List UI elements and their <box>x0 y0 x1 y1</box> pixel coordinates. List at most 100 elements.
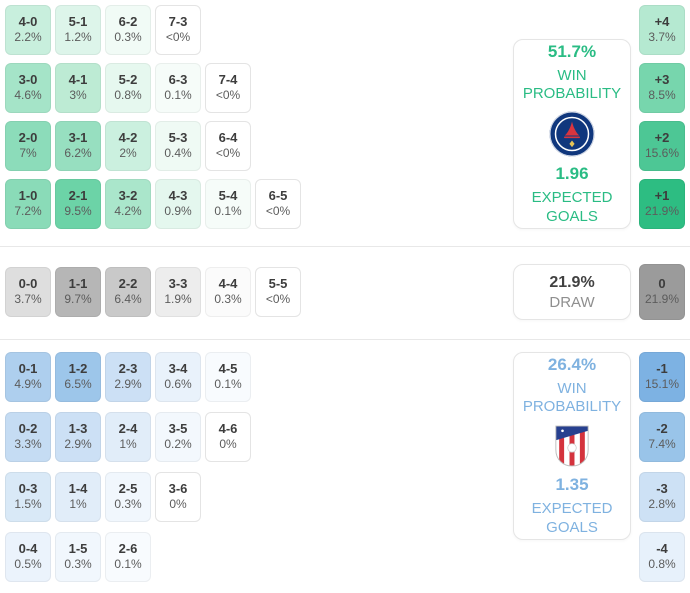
score-cell-5-3[interactable]: 5-3 0.4% <box>155 121 201 171</box>
score-cell-7-4[interactable]: 7-4 <0% <box>205 63 251 113</box>
score-cell-6-3[interactable]: 6-3 0.1% <box>155 63 201 113</box>
scoreline-label: 3-6 <box>168 481 188 497</box>
score-cell-1-3[interactable]: 1-3 2.9% <box>55 412 101 462</box>
score-cell-4-3[interactable]: 4-3 0.9% <box>155 179 201 229</box>
margin-cell--2[interactable]: -2 7.4% <box>639 412 685 462</box>
scoreline-label: 1-4 <box>68 481 88 497</box>
score-cell-1-1[interactable]: 1-1 9.7% <box>55 267 101 317</box>
score-cell-4-2[interactable]: 4-2 2% <box>105 121 151 171</box>
scoreline-label: 0-4 <box>18 541 38 557</box>
score-cell-2-4[interactable]: 2-4 1% <box>105 412 151 462</box>
scoreline-label: +3 <box>654 72 670 88</box>
score-cell-4-5[interactable]: 4-5 0.1% <box>205 352 251 402</box>
scoreline-label: 3-0 <box>18 72 38 88</box>
scoreline-label: 1-1 <box>68 276 88 292</box>
score-cell-2-1[interactable]: 2-1 9.5% <box>55 179 101 229</box>
score-cell-2-5[interactable]: 2-5 0.3% <box>105 472 151 522</box>
scoreline-label: 4-4 <box>218 276 238 292</box>
probability-label: 15.6% <box>644 146 680 161</box>
score-row: 0-1 4.9% 1-2 6.5% 2-3 2.9% 3-4 0.6% 4-5 0.1% <box>5 352 251 402</box>
probability-label: <0% <box>215 88 241 103</box>
score-row: 0-4 0.5% 1-5 0.3% 2-6 0.1% <box>5 532 251 582</box>
score-cell-3-1[interactable]: 3-1 6.2% <box>55 121 101 171</box>
away-goal-margin-column: -1 15.1% -2 7.4% -3 2.8% -4 0.8% <box>639 352 685 582</box>
scoreline-label: 5-5 <box>268 276 288 292</box>
scoreline-label: 2-2 <box>118 276 138 292</box>
draw-section: 0-0 3.7% 1-1 9.7% 2-2 6.4% 3-3 1.9% 4-4 0.3% 5-5 <0… <box>0 264 690 322</box>
score-cell-7-3[interactable]: 7-3 <0% <box>155 5 201 55</box>
probability-label: 1% <box>69 497 87 512</box>
score-cell-1-5[interactable]: 1-5 0.3% <box>55 532 101 582</box>
score-cell-2-3[interactable]: 2-3 2.9% <box>105 352 151 402</box>
score-cell-6-5[interactable]: 6-5 <0% <box>255 179 301 229</box>
score-row: 0-0 3.7% 1-1 9.7% 2-2 6.4% 3-3 1.9% 4-4 0.3% 5-5 <0… <box>5 267 301 317</box>
scoreline-label: 4-1 <box>68 72 88 88</box>
margin-cell--4[interactable]: -4 0.8% <box>639 532 685 582</box>
probability-label: <0% <box>265 204 291 219</box>
probability-label: 3.7% <box>648 30 676 45</box>
score-cell-0-4[interactable]: 0-4 0.5% <box>5 532 51 582</box>
score-cell-2-2[interactable]: 2-2 6.4% <box>105 267 151 317</box>
score-row: 0-3 1.5% 1-4 1% 2-5 0.3% 3-6 0% <box>5 472 251 522</box>
probability-label: 21.9% <box>644 204 680 219</box>
away-win-probability-label: WIN PROBABILITY <box>522 379 622 416</box>
home-win-probability-value: 51.7% <box>547 41 597 61</box>
scoreline-label: 1-2 <box>68 361 88 377</box>
scoreline-label: 0-1 <box>18 361 38 377</box>
score-cell-1-2[interactable]: 1-2 6.5% <box>55 352 101 402</box>
score-cell-6-2[interactable]: 6-2 0.3% <box>105 5 151 55</box>
score-cell-5-2[interactable]: 5-2 0.8% <box>105 63 151 113</box>
score-cell-0-3[interactable]: 0-3 1.5% <box>5 472 51 522</box>
away-score-grid: 0-1 4.9% 1-2 6.5% 2-3 2.9% 3-4 0.6% 4-5 0.1% 0-2 3.… <box>5 352 251 582</box>
score-cell-4-4[interactable]: 4-4 0.3% <box>205 267 251 317</box>
probability-label: 1.9% <box>164 292 192 307</box>
probability-label: 4.9% <box>14 377 42 392</box>
scoreline-label: 4-6 <box>218 421 238 437</box>
margin-cell-+4[interactable]: +4 3.7% <box>639 5 685 55</box>
score-cell-1-0[interactable]: 1-0 7.2% <box>5 179 51 229</box>
margin-cell-+1[interactable]: +1 21.9% <box>639 179 685 229</box>
score-cell-5-5[interactable]: 5-5 <0% <box>255 267 301 317</box>
probability-label: <0% <box>265 292 291 307</box>
margin-cell-+3[interactable]: +3 8.5% <box>639 63 685 113</box>
probability-label: 4.2% <box>114 204 142 219</box>
scoreline-label: 2-1 <box>68 188 88 204</box>
margin-cell--1[interactable]: -1 15.1% <box>639 352 685 402</box>
score-cell-4-6[interactable]: 4-6 0% <box>205 412 251 462</box>
scoreline-label: 5-3 <box>168 130 188 146</box>
score-row: 1-0 7.2% 2-1 9.5% 3-2 4.2% 4-3 0.9% 5-4 0.1% 6-5 <0… <box>5 179 301 229</box>
margin-cell-+2[interactable]: +2 15.6% <box>639 121 685 171</box>
score-cell-0-2[interactable]: 0-2 3.3% <box>5 412 51 462</box>
score-cell-3-4[interactable]: 3-4 0.6% <box>155 352 201 402</box>
score-cell-3-0[interactable]: 3-0 4.6% <box>5 63 51 113</box>
score-cell-3-5[interactable]: 3-5 0.2% <box>155 412 201 462</box>
draw-probability-value: 21.9% <box>549 273 595 291</box>
score-cell-3-6[interactable]: 3-6 0% <box>155 472 201 522</box>
scoreline-label: 7-4 <box>218 72 238 88</box>
probability-label: 0% <box>219 437 237 452</box>
score-cell-4-1[interactable]: 4-1 3% <box>55 63 101 113</box>
score-cell-5-1[interactable]: 5-1 1.2% <box>55 5 101 55</box>
score-cell-0-1[interactable]: 0-1 4.9% <box>5 352 51 402</box>
score-cell-2-0[interactable]: 2-0 7% <box>5 121 51 171</box>
score-cell-1-4[interactable]: 1-4 1% <box>55 472 101 522</box>
scoreline-label: 2-5 <box>118 481 138 497</box>
margin-cell--3[interactable]: -3 2.8% <box>639 472 685 522</box>
score-cell-6-4[interactable]: 6-4 <0% <box>205 121 251 171</box>
scoreline-label: 6-5 <box>268 188 288 204</box>
score-row: 4-0 2.2% 5-1 1.2% 6-2 0.3% 7-3 <0% <box>5 5 301 55</box>
probability-label: 0.1% <box>114 557 142 572</box>
scoreline-label: 2-4 <box>118 421 138 437</box>
score-cell-3-2[interactable]: 3-2 4.2% <box>105 179 151 229</box>
score-cell-3-3[interactable]: 3-3 1.9% <box>155 267 201 317</box>
probability-label: 4.6% <box>14 88 42 103</box>
score-cell-0-0[interactable]: 0-0 3.7% <box>5 267 51 317</box>
scoreline-label: 0-2 <box>18 421 38 437</box>
margin-cell-0[interactable]: 0 21.9% <box>639 264 685 320</box>
score-cell-4-0[interactable]: 4-0 2.2% <box>5 5 51 55</box>
probability-label: 8.5% <box>648 88 676 103</box>
score-cell-2-6[interactable]: 2-6 0.1% <box>105 532 151 582</box>
probability-label: 0.3% <box>64 557 92 572</box>
score-cell-5-4[interactable]: 5-4 0.1% <box>205 179 251 229</box>
scoreline-label: 3-5 <box>168 421 188 437</box>
